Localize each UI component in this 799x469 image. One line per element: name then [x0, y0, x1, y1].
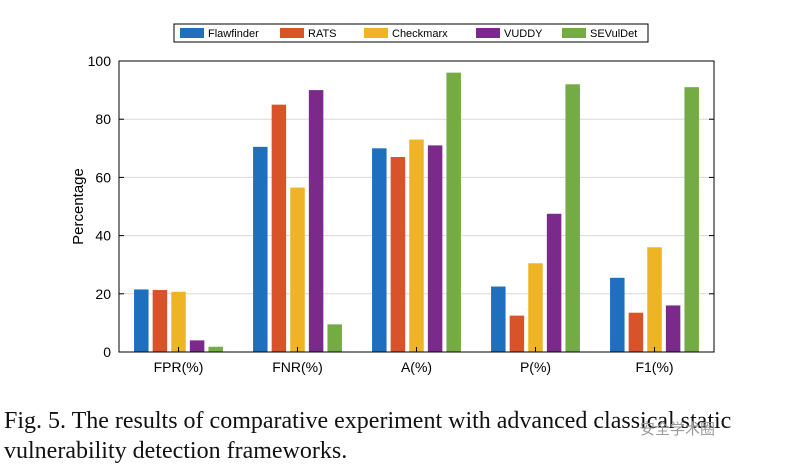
bar-checkmarx-0	[171, 291, 186, 352]
bar-checkmarx-1	[290, 187, 305, 352]
y-axis-ticks: 0 20 40 60 80 100	[88, 53, 714, 360]
figure-caption: Fig. 5. The results of comparative exper…	[4, 408, 732, 464]
bar-sevuldet-0	[208, 346, 223, 352]
x-tick-label: A(%)	[401, 359, 432, 375]
y-tick-label: 60	[95, 169, 111, 185]
bar-rats-1	[271, 104, 287, 353]
legend-label-checkmarx: Checkmarx	[392, 28, 448, 40]
legend-label-vuddy: VUDDY	[504, 28, 543, 40]
bar-rats-2	[390, 157, 406, 352]
legend-swatch-checkmarx	[364, 28, 388, 38]
chart-bars	[134, 72, 699, 353]
legend-label-sevuldet: SEVulDet	[590, 28, 637, 40]
bar-sevuldet-3	[565, 84, 580, 352]
bar-flawfinder-4	[610, 277, 625, 352]
y-tick-label: 100	[88, 53, 112, 69]
watermark: 安全学术圈	[640, 420, 716, 438]
legend-swatch-vuddy	[476, 28, 500, 38]
legend-swatch-flawfinder	[180, 28, 204, 38]
y-tick-label: 20	[95, 286, 111, 302]
bar-flawfinder-1	[253, 146, 268, 352]
x-tick-label: P(%)	[520, 359, 551, 375]
bar-flawfinder-2	[372, 148, 387, 352]
bar-sevuldet-1	[327, 324, 342, 352]
legend-swatch-rats	[280, 28, 304, 38]
y-tick-label: 0	[103, 344, 111, 360]
y-axis-label: Percentage	[70, 168, 87, 245]
bar-vuddy-4	[665, 305, 681, 352]
bar-checkmarx-3	[528, 263, 543, 352]
x-tick-label: F1(%)	[635, 359, 673, 375]
x-tick-label: FPR(%)	[154, 359, 204, 375]
legend-swatch-sevuldet	[562, 28, 586, 38]
y-tick-label: 40	[95, 228, 111, 244]
bar-rats-0	[152, 290, 168, 352]
legend-label-rats: RATS	[308, 28, 337, 40]
bar-checkmarx-2	[409, 139, 424, 352]
legend-label-flawfinder: Flawfinder	[208, 28, 259, 40]
bar-vuddy-3	[546, 213, 562, 352]
bar-vuddy-0	[189, 340, 205, 352]
bar-checkmarx-4	[647, 247, 662, 352]
bar-flawfinder-0	[134, 289, 149, 352]
y-tick-label: 80	[95, 111, 111, 127]
bar-rats-4	[628, 312, 644, 352]
x-axis-ticks: FPR(%) FNR(%) A(%) P(%) F1(%)	[154, 347, 674, 375]
bar-sevuldet-2	[446, 72, 461, 352]
x-tick-label: FNR(%)	[272, 359, 323, 375]
bar-vuddy-1	[308, 90, 324, 352]
bar-sevuldet-4	[684, 87, 699, 352]
bar-flawfinder-3	[491, 286, 506, 352]
bar-chart: 0 20 40 60 80 100 FPR(%) FNR(%) A(%) P(%) F1(%) P…	[70, 23, 715, 375]
bar-rats-3	[509, 315, 525, 352]
chart-legend: Flawfinder RATS Checkmarx VUDDY SEVulDet	[173, 23, 649, 43]
bar-vuddy-2	[427, 145, 443, 352]
